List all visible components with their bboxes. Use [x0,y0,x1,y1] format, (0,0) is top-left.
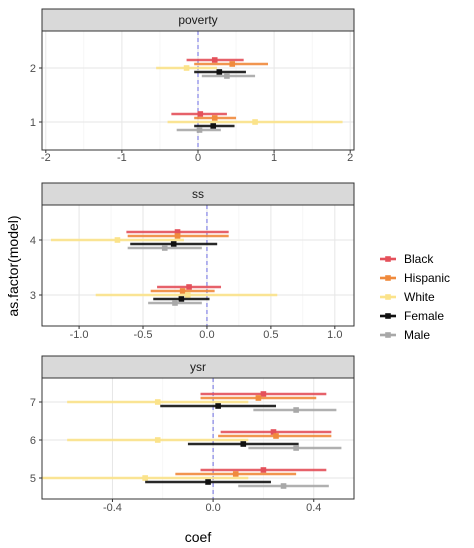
point-hispanic [232,471,239,477]
point-black [186,284,192,290]
point-male [196,127,203,133]
point-white [184,292,191,298]
point-black [260,391,267,397]
point-male [224,73,230,79]
point-white [154,437,161,443]
panel-border [41,377,355,500]
panel-border [41,204,355,327]
panel-background [42,205,354,326]
y-tick-label: 6 [30,435,36,447]
legend-key-point [385,332,391,338]
point-black [174,229,181,235]
point-white [154,399,161,405]
point-white [252,119,258,125]
point-hispanic [211,115,218,121]
x-tick-label: 0.4 [306,502,321,514]
legend-item-white: White [380,290,435,304]
x-tick-label: -2 [41,152,51,164]
panel-border [41,30,355,151]
y-axis-title: as.factor(model) [5,215,21,316]
facet-strip-label: ysr [190,360,206,374]
legend-key-point [385,275,391,281]
legend-label: Black [404,252,434,266]
point-male [293,445,299,451]
point-male [161,245,168,251]
legend-item-hispanic: Hispanic [380,271,450,285]
x-tick-label: -0.5 [134,329,153,341]
point-hispanic [273,433,279,439]
x-tick-label: 0.0 [199,329,214,341]
legend: Black Hispanic White Female Male [380,252,450,342]
y-tick-label: 2 [30,63,36,75]
facet-ysr: ysr -0.4 0.0 0.4 5 6 7 [30,355,355,514]
point-hispanic [174,233,181,239]
point-female [215,403,221,409]
y-tick-label: 7 [30,397,36,409]
facet-ss: ss -1.0 -0.5 0.0 0.5 1.0 3 4 [30,182,355,341]
point-male [280,483,287,489]
legend-item-black: Black [380,252,434,266]
x-tick-label: -1.0 [70,329,89,341]
x-tick-label: 1.0 [327,329,342,341]
point-white [142,475,148,481]
point-female [205,479,211,485]
point-black [211,57,218,63]
x-tick-label: 0.5 [263,329,278,341]
y-tick-label: 4 [30,235,36,247]
point-female [216,69,223,75]
point-black [270,429,277,435]
point-hispanic [229,61,236,67]
legend-label: White [404,290,435,304]
legend-key-point [385,313,391,319]
point-hispanic [179,288,186,294]
legend-key-point [385,256,391,262]
legend-item-male: Male [380,328,430,342]
facet-strip-label: poverty [178,13,217,27]
x-tick-label: -1 [117,152,127,164]
legend-item-female: Female [380,309,444,323]
point-female [170,241,177,247]
x-tick-label: 0 [195,152,201,164]
facet-strip-label: ss [192,187,204,201]
facet-panels: poverty -2 -1 0 1 2 1 2 ss -1.0 -0.5 0.0 0.5 1.0 3 4 ysr… [30,8,355,514]
point-male [172,300,178,306]
point-black [260,467,267,473]
x-tick-label: 2 [347,152,353,164]
y-tick-label: 5 [30,473,36,485]
point-black [197,111,204,117]
point-female [210,123,217,129]
y-tick-label: 3 [30,290,36,302]
point-female [178,296,185,302]
facet-poverty: poverty -2 -1 0 1 2 1 2 [30,8,355,164]
legend-key-point [385,294,391,300]
x-axis-title: coef [185,529,212,545]
x-tick-label: -0.4 [103,502,122,514]
point-white [183,65,190,71]
point-male [293,407,299,413]
point-white [114,237,121,243]
x-tick-label: 1 [271,152,277,164]
legend-label: Hispanic [404,271,450,285]
x-tick-label: 0.0 [205,502,220,514]
point-hispanic [255,395,262,401]
y-tick-label: 1 [30,117,36,129]
point-female [240,441,247,447]
legend-label: Male [404,328,430,342]
legend-label: Female [404,309,444,323]
